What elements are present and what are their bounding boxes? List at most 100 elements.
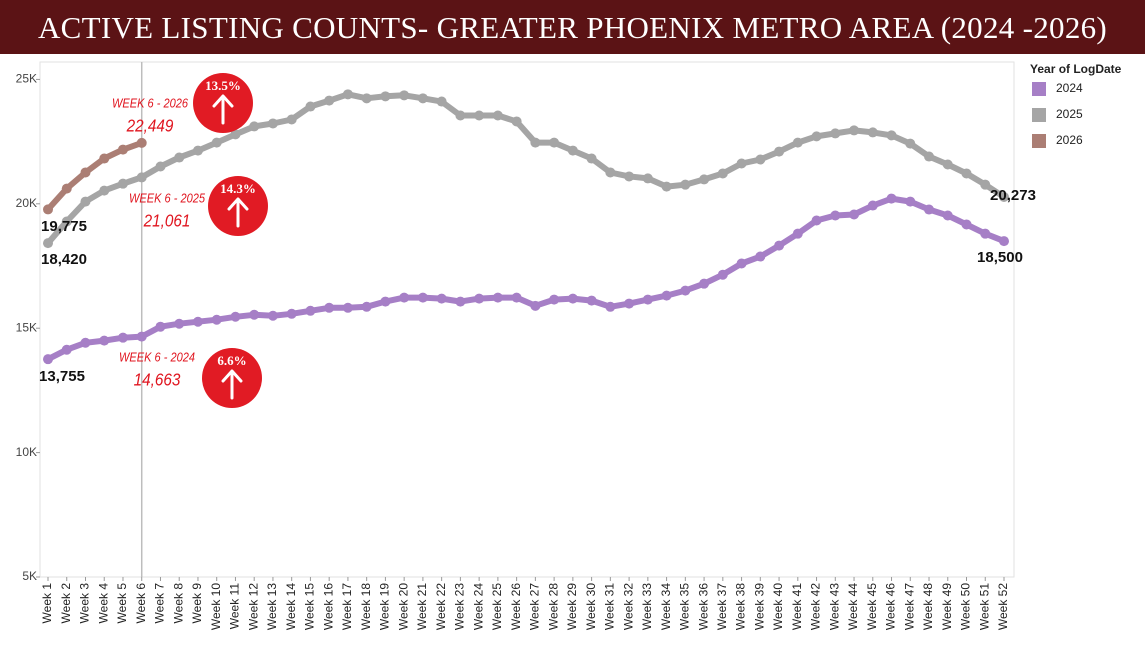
x-tick-label: Week 30 [584, 583, 598, 630]
data-point [61, 216, 72, 227]
x-tick-label: Week 41 [790, 583, 804, 630]
x-tick-label: Week 5 [115, 583, 129, 624]
data-point [417, 292, 428, 303]
x-tick-label: Week 10 [209, 583, 223, 630]
x-tick-label: Week 36 [696, 583, 710, 630]
annotation-label: WEEK 6 - 2026 [112, 96, 188, 111]
data-point [624, 171, 635, 182]
data-point [717, 269, 728, 280]
data-point [267, 310, 278, 321]
legend-label: 2025 [1056, 107, 1083, 121]
x-tick-label: Week 52 [996, 583, 1010, 630]
legend-title: Year of LogDate [1030, 62, 1122, 76]
data-point [117, 332, 128, 343]
x-tick-label: Week 22 [434, 583, 448, 630]
data-point [249, 121, 260, 132]
data-point [849, 125, 860, 136]
change-label: 13.5% [205, 78, 241, 93]
data-point [436, 96, 447, 107]
data-point [380, 91, 391, 102]
data-point [324, 302, 335, 313]
annotation-label: WEEK 6 - 2025 [129, 191, 205, 206]
data-point [305, 101, 316, 112]
up-arrow [227, 197, 249, 228]
data-label: 20,273 [990, 187, 1036, 204]
data-point [942, 159, 953, 170]
data-point [267, 118, 278, 129]
data-point [811, 131, 822, 142]
y-tick-label: 25K [16, 72, 37, 86]
y-tick-label: 10K [16, 445, 37, 459]
data-point [642, 294, 653, 305]
data-point [699, 278, 710, 289]
data-point [530, 300, 541, 311]
series-line [45, 195, 1007, 363]
x-tick-label: Week 14 [284, 583, 298, 630]
data-point [305, 305, 316, 316]
data-point [811, 215, 822, 226]
y-tick-label: 5K [22, 569, 37, 583]
legend-swatch [1032, 134, 1046, 148]
data-point [43, 354, 53, 365]
legend-swatch [1032, 82, 1046, 96]
data-point [680, 285, 691, 296]
series-line [45, 91, 1007, 247]
x-tick-label: Week 49 [940, 583, 954, 630]
data-point [567, 145, 578, 156]
data-point [192, 316, 203, 327]
x-tick-label: Week 15 [303, 583, 317, 630]
data-point [999, 236, 1009, 247]
annotation-label: WEEK 6 - 2024 [119, 350, 195, 365]
data-point [736, 258, 747, 269]
data-point [43, 238, 53, 249]
data-point [755, 251, 766, 262]
data-point [849, 209, 860, 220]
data-point [605, 167, 616, 178]
data-point [80, 167, 91, 178]
data-point [211, 137, 222, 148]
data-label: 13,755 [39, 368, 85, 385]
x-tick-label: Week 27 [528, 583, 542, 630]
data-point [286, 114, 297, 125]
data-point [980, 228, 991, 239]
data-point [661, 290, 672, 301]
data-point [155, 161, 166, 172]
data-point [361, 301, 372, 312]
data-point [174, 318, 185, 329]
data-point [549, 294, 560, 305]
chart-title: ACTIVE LISTING COUNTS- GREATER PHOENIX M… [0, 0, 1145, 54]
data-point [830, 210, 841, 221]
data-label: 19,775 [41, 218, 87, 235]
x-tick-label: Week 35 [678, 583, 692, 630]
data-point [792, 228, 803, 239]
x-tick-label: Week 40 [771, 583, 785, 630]
data-point [43, 204, 53, 215]
x-tick-label: Week 16 [321, 583, 335, 630]
data-point [436, 293, 447, 304]
data-point [530, 137, 541, 148]
data-point [605, 301, 616, 312]
data-point [924, 204, 935, 215]
data-point [624, 298, 635, 309]
data-point [455, 110, 466, 121]
data-point [492, 110, 503, 121]
data-point [886, 193, 897, 204]
y-tick-label: 20K [16, 196, 37, 210]
data-point [511, 116, 522, 127]
x-tick-label: Week 51 [977, 583, 991, 630]
x-tick-label: Week 45 [865, 583, 879, 630]
data-point [99, 185, 110, 196]
x-tick-label: Week 13 [265, 583, 279, 630]
data-point [905, 138, 916, 149]
x-tick-label: Week 47 [902, 583, 916, 630]
x-tick-label: Week 24 [471, 583, 485, 630]
annotation-value: 14,663 [134, 370, 181, 390]
x-tick-label: Week 18 [359, 583, 373, 630]
data-point [230, 129, 241, 140]
legend-label: 2024 [1056, 81, 1083, 95]
x-tick-label: Week 1 [40, 583, 54, 624]
x-tick-label: Week 32 [621, 583, 635, 630]
data-point [380, 296, 391, 307]
